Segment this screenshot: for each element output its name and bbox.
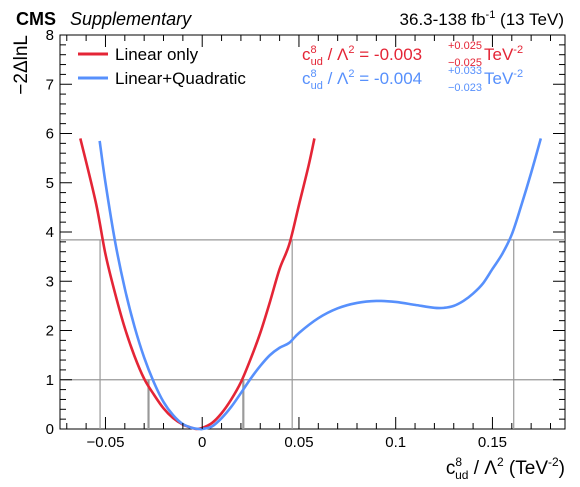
y-tick-label: 4 bbox=[46, 224, 54, 241]
legend: Linear only Linear+Quadratic bbox=[78, 45, 246, 88]
y-tick-label: 8 bbox=[46, 27, 54, 44]
result-value-quadratic: -0.004 bbox=[374, 69, 422, 88]
svg-text:TeV-2: TeV-2 bbox=[484, 68, 523, 88]
x-axis-ticks: −0.05 0 0.05 0.1 0.15 bbox=[66, 35, 551, 451]
y-axis-label: −2ΔlnL bbox=[11, 35, 32, 95]
likelihood-curves bbox=[79, 138, 543, 431]
curve-linear bbox=[79, 138, 316, 431]
result-up-quadratic: +0.033 bbox=[448, 65, 482, 77]
x-tick-label: 0.1 bbox=[385, 434, 406, 451]
x-tick-label: −0.05 bbox=[86, 434, 124, 451]
y-tick-label: 2 bbox=[46, 323, 54, 340]
fit-result-quadratic: c8 ud / Λ2 = -0.004 +0.033 −0.023 TeV-2 bbox=[302, 65, 523, 94]
result-value-linear: -0.003 bbox=[374, 45, 422, 64]
legend-label-quadratic: Linear+Quadratic bbox=[115, 69, 246, 88]
y-tick-label: 1 bbox=[46, 372, 54, 389]
x-tick-label: 0.05 bbox=[284, 434, 313, 451]
plot-frame bbox=[59, 34, 566, 430]
x-tick-label: 0.15 bbox=[478, 434, 507, 451]
cms-label: CMS bbox=[16, 9, 56, 29]
curve-quadratic bbox=[98, 138, 543, 431]
luminosity-label: 36.3-138 fb-1 (13 TeV) bbox=[400, 9, 564, 29]
y-tick-label: 3 bbox=[46, 273, 54, 290]
result-down-quadratic: −0.023 bbox=[448, 82, 482, 94]
reference-lines bbox=[60, 239, 565, 429]
x-tick-label: 0 bbox=[198, 434, 206, 451]
y-tick-label: 0 bbox=[46, 421, 54, 438]
legend-label-linear: Linear only bbox=[115, 45, 199, 64]
y-tick-label: 7 bbox=[46, 76, 54, 93]
result-up-linear: +0.025 bbox=[448, 40, 482, 52]
y-tick-label: 6 bbox=[46, 126, 54, 143]
y-tick-label: 5 bbox=[46, 175, 54, 192]
fit-result-linear: c8 ud / Λ2 = -0.003 +0.025 −0.025 TeV-2 bbox=[302, 40, 523, 69]
supplementary-label: Supplementary bbox=[70, 9, 192, 29]
result-down-linear: −0.025 bbox=[448, 57, 482, 69]
x-axis-label: c8 ud / Λ2 (TeV-2) bbox=[446, 455, 565, 482]
y-axis-ticks: 0 1 2 3 4 5 6 7 8 bbox=[46, 27, 565, 438]
svg-text:TeV-2: TeV-2 bbox=[484, 44, 523, 64]
